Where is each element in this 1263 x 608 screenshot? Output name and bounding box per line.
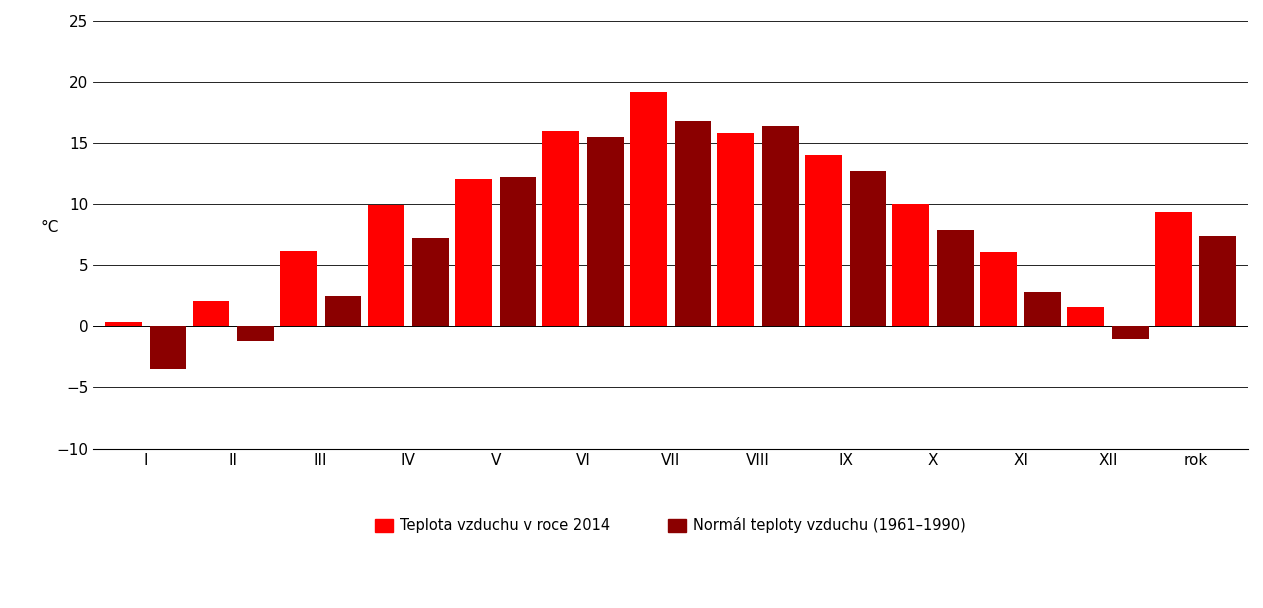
Bar bbox=[105, 322, 141, 326]
Bar bbox=[412, 238, 448, 326]
Bar bbox=[937, 230, 974, 326]
Bar bbox=[543, 131, 580, 326]
Bar bbox=[192, 301, 230, 326]
Bar bbox=[980, 252, 1017, 326]
Bar bbox=[1111, 326, 1149, 339]
Bar bbox=[237, 326, 274, 341]
Bar bbox=[674, 121, 711, 326]
Bar bbox=[280, 250, 317, 326]
Bar bbox=[1200, 236, 1236, 326]
Y-axis label: °C: °C bbox=[40, 219, 58, 235]
Legend: Teplota vzduchu v roce 2014, Normál teploty vzduchu (1961–1990): Teplota vzduchu v roce 2014, Normál tepl… bbox=[369, 511, 971, 539]
Bar bbox=[587, 137, 624, 326]
Bar bbox=[325, 296, 361, 326]
Bar bbox=[630, 92, 667, 326]
Bar bbox=[150, 326, 187, 369]
Bar bbox=[850, 171, 887, 326]
Bar bbox=[1024, 292, 1061, 326]
Bar bbox=[500, 178, 537, 326]
Bar bbox=[893, 204, 930, 326]
Bar bbox=[805, 156, 841, 326]
Bar bbox=[368, 206, 404, 326]
Bar bbox=[1067, 307, 1104, 326]
Bar bbox=[717, 133, 754, 326]
Bar bbox=[1154, 212, 1191, 326]
Bar bbox=[455, 179, 491, 326]
Bar bbox=[762, 126, 798, 326]
